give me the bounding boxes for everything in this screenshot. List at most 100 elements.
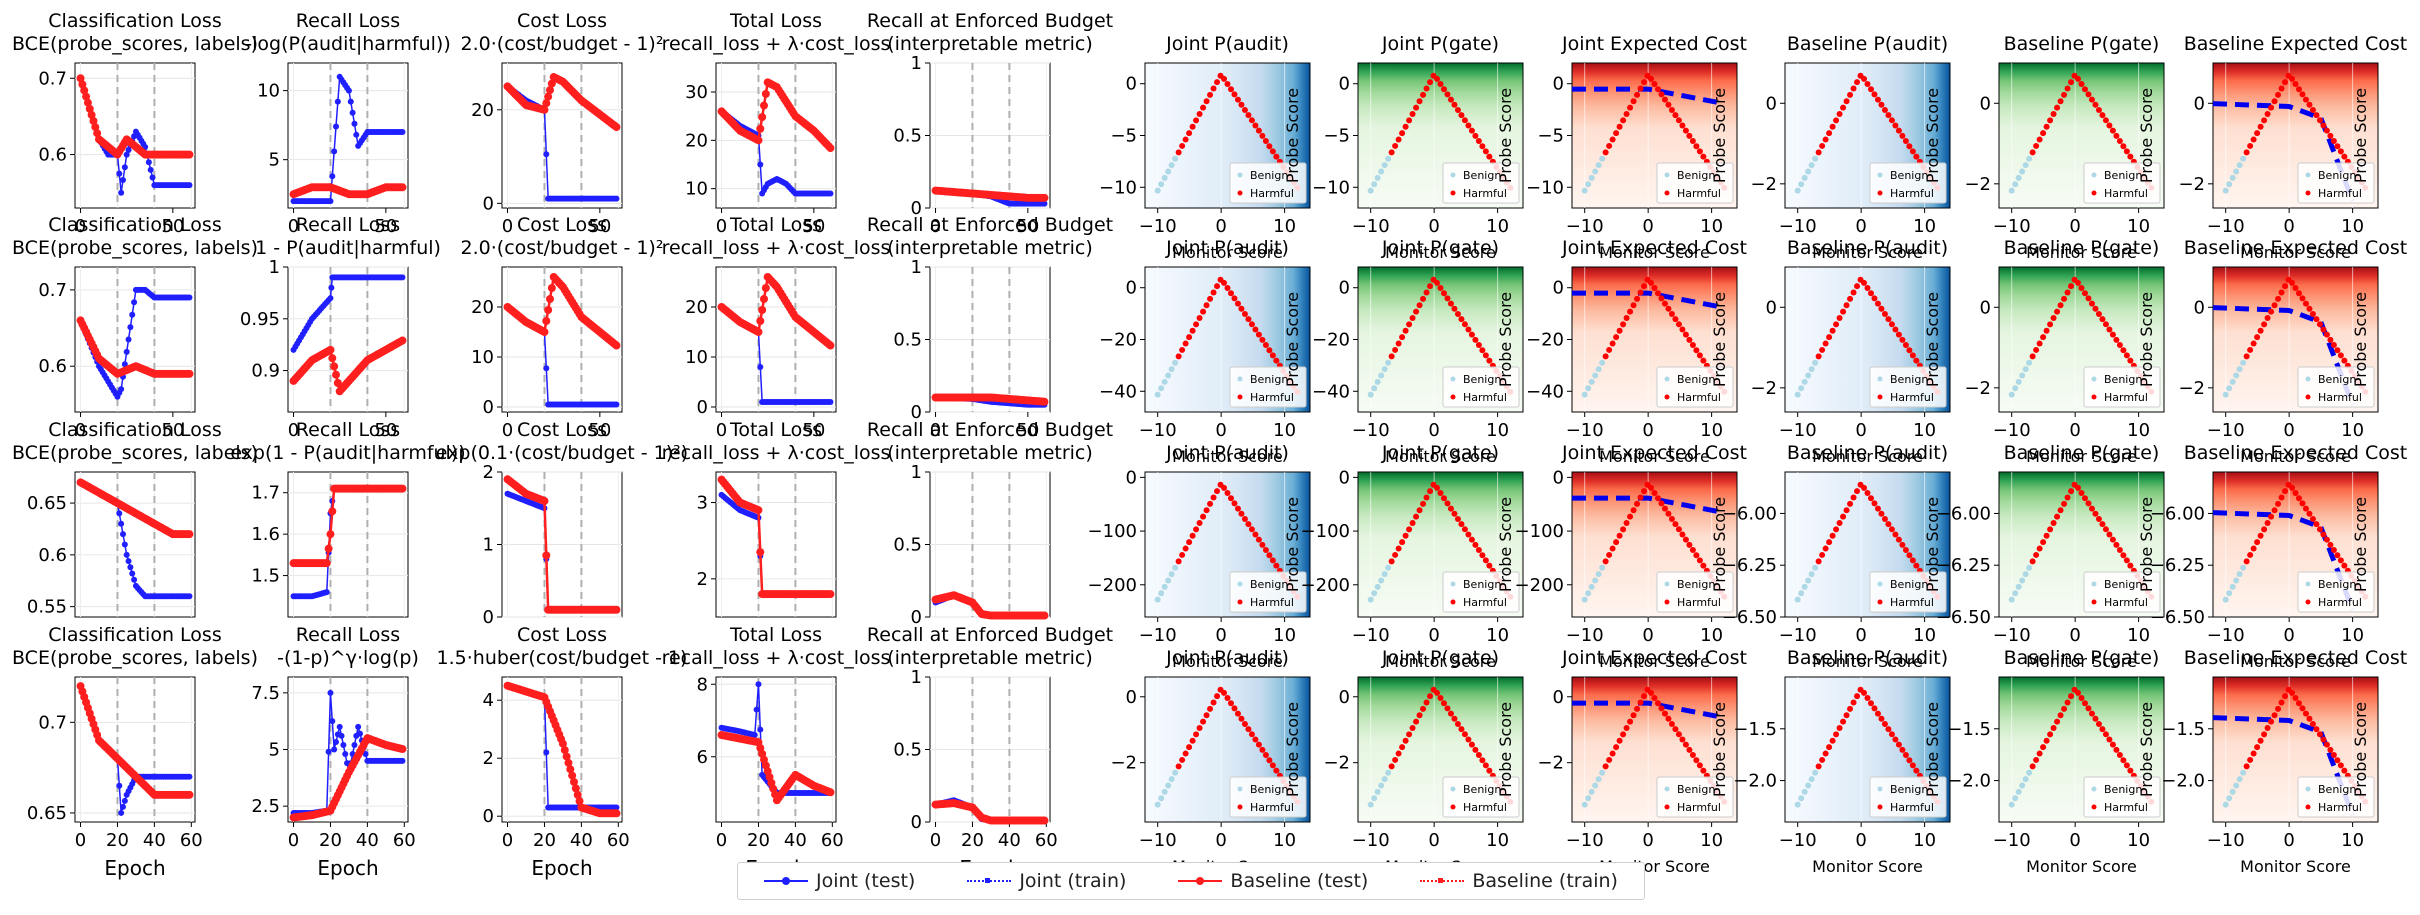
y-tick-label: 0.7 xyxy=(38,68,67,89)
harmful-point xyxy=(1392,551,1399,558)
legend-harmful-label: Harmful xyxy=(2318,801,2362,814)
harmful-point xyxy=(1602,353,1609,360)
x-tick-label: 50 xyxy=(802,420,825,441)
harmful-point xyxy=(2264,725,2271,732)
data-point xyxy=(120,803,126,810)
data-point xyxy=(82,92,91,101)
harmful-point xyxy=(1822,340,1829,347)
legend-benign-marker xyxy=(1664,581,1670,587)
harmful-point xyxy=(1696,352,1703,359)
harmful-point xyxy=(1637,699,1644,706)
y-tick-label: −1.5 xyxy=(1733,719,1777,740)
harmful-point xyxy=(2033,346,2040,353)
legend-harmful-marker xyxy=(1450,190,1456,196)
legend-benign-marker xyxy=(2091,172,2097,178)
data-point xyxy=(760,295,768,303)
harmful-point xyxy=(1409,111,1416,118)
x-tick-label: −10 xyxy=(2207,420,2245,441)
harmful-point xyxy=(1479,757,1486,764)
harmful-point xyxy=(2061,500,2068,507)
harmful-point xyxy=(2320,326,2327,333)
harmful-point xyxy=(1613,334,1620,341)
harmful-point xyxy=(1273,562,1280,569)
data-point xyxy=(399,274,406,281)
harmful-point xyxy=(1193,117,1200,124)
panel-title: Joint P(gate) xyxy=(1381,33,1499,55)
harmful-point xyxy=(2250,750,2257,757)
harmful-point xyxy=(1881,106,1888,113)
data-point xyxy=(826,590,835,599)
harmful-point xyxy=(1861,279,1868,286)
y-axis-label: Probe Score xyxy=(1496,497,1515,592)
benign-point xyxy=(2012,590,2019,597)
harmful-point xyxy=(2047,731,2054,738)
harmful-point xyxy=(1231,705,1238,712)
harmful-point xyxy=(1689,342,1696,349)
x-axis-label: Monitor Score xyxy=(1812,857,1923,876)
legend-benign-marker xyxy=(2305,581,2311,587)
harmful-point xyxy=(1682,331,1689,338)
harmful-point xyxy=(1224,81,1231,88)
harmful-point xyxy=(1399,539,1406,546)
benign-point xyxy=(1172,155,1179,162)
harmful-point xyxy=(1413,104,1420,111)
benign-point xyxy=(1801,583,1808,590)
x-tick-label: 10 xyxy=(2341,216,2364,237)
y-tick-label: −5 xyxy=(1323,126,1350,147)
harmful-point xyxy=(1175,149,1182,156)
harmful-point xyxy=(2088,300,2095,307)
benign-point xyxy=(1374,788,1381,795)
harmful-point xyxy=(1819,346,1826,353)
x-tick-label: 0 xyxy=(1428,420,1439,441)
x-tick-label: 10 xyxy=(1913,625,1936,646)
data-point xyxy=(118,520,125,527)
legend-benign-marker xyxy=(1877,786,1883,792)
harmful-point xyxy=(2316,731,2323,738)
harmful-point xyxy=(2064,699,2071,706)
harmful-point xyxy=(2250,136,2257,143)
panel-title: Joint P(gate) xyxy=(1381,237,1499,259)
harmful-point xyxy=(1273,153,1280,160)
legend-baseline-test: Baseline (test) xyxy=(1178,870,1368,892)
y-axis-label: Probe Score xyxy=(1496,292,1515,387)
harmful-point xyxy=(2050,315,2057,322)
x-tick-label: 50 xyxy=(374,420,397,441)
harmful-point xyxy=(1475,138,1482,145)
benign-point xyxy=(1168,776,1175,783)
benign-point xyxy=(2022,366,2029,373)
harmful-point xyxy=(1245,316,1252,323)
harmful-point xyxy=(1850,699,1857,706)
y-tick-label: 0 xyxy=(911,812,922,833)
harmful-point xyxy=(2054,308,2061,315)
harmful-point xyxy=(1696,148,1703,155)
harmful-point xyxy=(2261,321,2268,328)
harmful-point xyxy=(2127,153,2134,160)
harmful-point xyxy=(2330,342,2337,349)
harmful-point xyxy=(1444,295,1451,302)
harmful-point xyxy=(1248,321,1255,328)
harmful-point xyxy=(1447,505,1454,512)
data-point xyxy=(185,369,194,378)
harmful-point xyxy=(1186,744,1193,751)
legend-benign-marker xyxy=(1664,376,1670,382)
plot-area xyxy=(74,676,196,823)
harmful-point xyxy=(1245,521,1252,528)
benign-point xyxy=(2022,776,2029,783)
harmful-point xyxy=(1630,98,1637,105)
data-point xyxy=(327,198,334,205)
harmful-point xyxy=(1392,756,1399,763)
harmful-point xyxy=(1829,123,1836,130)
panel-title: Baseline P(audit) xyxy=(1787,33,1948,55)
harmful-point xyxy=(1262,138,1269,145)
harmful-point xyxy=(1186,130,1193,137)
y-tick-label: 0 xyxy=(1553,278,1564,299)
harmful-point xyxy=(1819,551,1826,558)
harmful-point xyxy=(2068,283,2075,290)
harmful-point xyxy=(1486,153,1493,160)
harmful-point xyxy=(1214,283,1221,290)
y-axis-label: Probe Score xyxy=(1710,292,1729,387)
